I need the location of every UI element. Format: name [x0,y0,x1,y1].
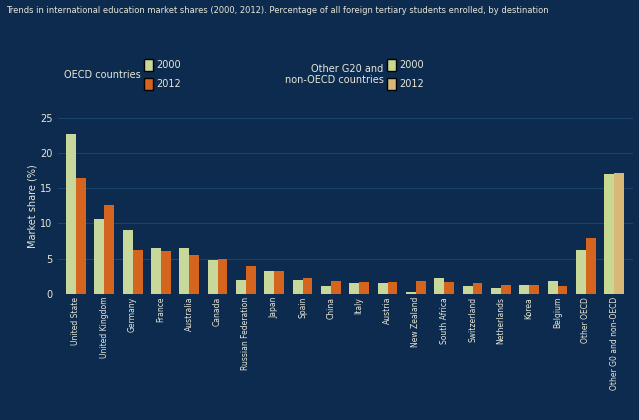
Text: 2012: 2012 [399,79,424,89]
Bar [180,248,189,294]
Bar [558,286,567,294]
Bar [378,284,388,294]
Bar [520,285,529,294]
Bar [246,266,256,294]
Bar [274,271,284,294]
Bar [321,286,331,294]
Bar [416,281,426,294]
Y-axis label: Market share (%): Market share (%) [27,164,37,248]
Bar [161,251,171,294]
Bar [388,282,397,294]
Text: 2012: 2012 [157,79,181,89]
Bar [350,284,359,294]
Bar [444,282,454,294]
Bar [435,278,444,294]
Bar [604,174,614,294]
Bar [548,281,558,294]
Bar [491,289,501,294]
Bar [95,218,104,294]
Bar [293,280,302,294]
Text: 2000: 2000 [157,60,181,70]
Text: Other G20 and
non-OECD countries: Other G20 and non-OECD countries [284,64,383,85]
Bar [217,259,227,294]
Bar [576,250,586,294]
Bar [236,280,246,294]
Bar [132,249,142,294]
Bar [265,271,274,294]
Bar [66,134,76,294]
Text: Trends in international education market shares (2000, 2012). Percentage of all : Trends in international education market… [6,6,549,15]
Bar [208,260,217,294]
Bar [189,255,199,294]
Bar [614,173,624,294]
Bar [123,231,132,294]
Text: 2000: 2000 [399,60,424,70]
Bar [529,285,539,294]
Bar [359,282,369,294]
Bar [473,284,482,294]
Bar [501,285,511,294]
Bar [104,205,114,294]
Bar [586,238,596,294]
Bar [151,248,161,294]
Bar [331,281,341,294]
Bar [463,286,473,294]
Bar [76,178,86,294]
Bar [302,278,312,294]
Text: OECD countries: OECD countries [64,70,141,79]
Bar [406,292,416,294]
